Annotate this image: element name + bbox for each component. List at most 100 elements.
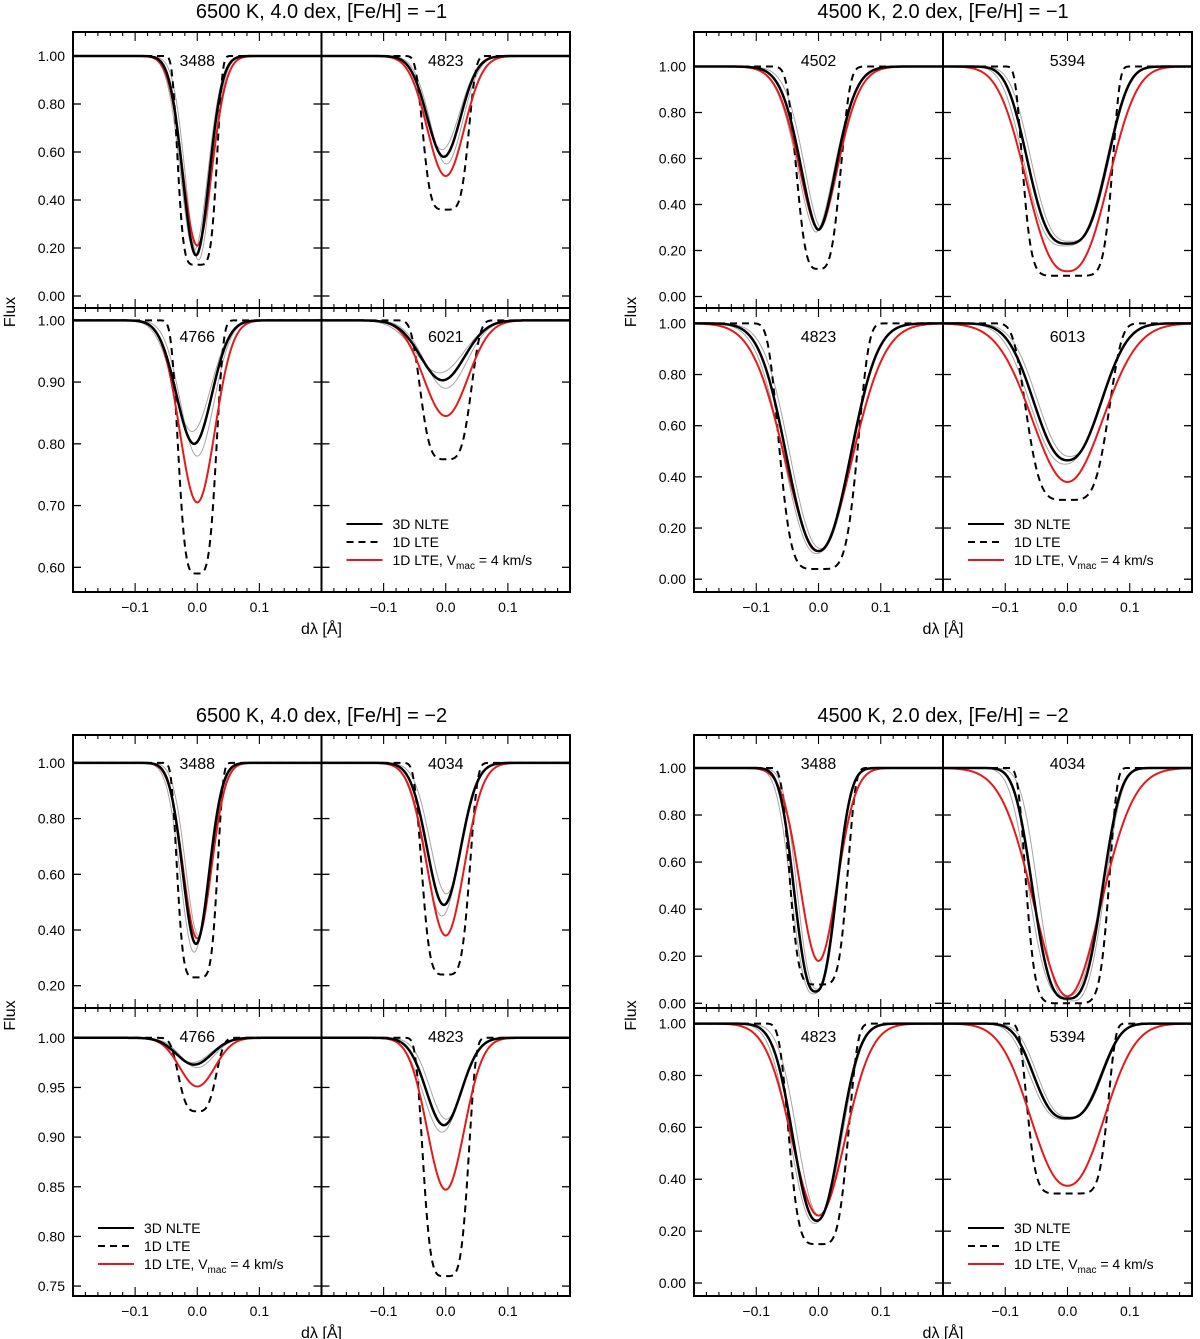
legend: 3D NLTE 1D LTE 1D LTE, Vmac = 4 km/s bbox=[346, 516, 532, 572]
y-tick-label: 0.20 bbox=[38, 978, 65, 994]
panel-curves bbox=[73, 1036, 322, 1113]
y-tick-label: 0.40 bbox=[38, 922, 65, 938]
y-axis-label: Flux bbox=[2, 297, 19, 327]
y-tick-label: 0.85 bbox=[38, 1179, 65, 1195]
x-tick-label: 0.0 bbox=[1058, 599, 1078, 615]
panel-frame bbox=[693, 734, 944, 1009]
panel-frame bbox=[72, 31, 323, 309]
line-wavelength-label: 3488 bbox=[801, 756, 837, 773]
y-tick-label: 0.95 bbox=[38, 1079, 65, 1095]
x-tick-label: −0.1 bbox=[121, 599, 149, 615]
nlte3d-curve bbox=[943, 322, 1192, 462]
y-tick-label: 0.20 bbox=[659, 520, 686, 536]
y-tick-label: 0.80 bbox=[659, 367, 686, 383]
grey-3d-curve-2 bbox=[694, 66, 943, 233]
panel-frame bbox=[942, 1007, 1193, 1297]
line-wavelength-label: 4823 bbox=[428, 1029, 464, 1046]
x-tick-label: 0.1 bbox=[1120, 1303, 1140, 1319]
lte1d-mac-curve bbox=[73, 761, 322, 940]
panel-curves bbox=[943, 766, 1192, 1005]
y-tick-label: 1.00 bbox=[659, 1016, 686, 1032]
legend-1d-lte-label: 1D LTE bbox=[144, 1238, 190, 1254]
y-tick-label: 0.40 bbox=[659, 469, 686, 485]
y-tick-label: 0.90 bbox=[38, 1129, 65, 1145]
x-tick-label: 0.1 bbox=[871, 1303, 891, 1319]
legend-3d-nlte-label: 3D NLTE bbox=[1014, 1220, 1071, 1236]
panel-4766: 4766 0.60 0.70 0.80 0.90 1.00 −0.1 0.0 0.1 bbox=[38, 307, 323, 615]
nlte3d-curve bbox=[943, 65, 1192, 245]
legend: 3D NLTE 1D LTE 1D LTE, Vmac = 4 km/s bbox=[968, 516, 1154, 572]
nlte3d-curve bbox=[943, 766, 1192, 1000]
panel-curves bbox=[321, 54, 570, 211]
nlte3d-curve bbox=[73, 1036, 322, 1066]
legend-1d-lte-label: 1D LTE bbox=[393, 534, 439, 550]
line-wavelength-label: 4034 bbox=[1050, 756, 1086, 773]
chart-title: 6500 K, 4.0 dex, [Fe/H] = −1 bbox=[196, 1, 447, 23]
nlte3d-curve bbox=[73, 54, 322, 257]
panel-frame bbox=[72, 1007, 323, 1297]
panel-frame bbox=[693, 307, 944, 593]
panel-frame bbox=[942, 31, 1193, 309]
lte1d-mac-curve bbox=[943, 65, 1192, 273]
panel-4823: 4823 bbox=[320, 31, 571, 309]
panel-4823: 4823 −0.1 0.0 0.1 bbox=[320, 1007, 571, 1319]
panel-frame bbox=[942, 307, 1193, 593]
panel-curves bbox=[694, 1022, 943, 1246]
y-tick-label: 0.20 bbox=[659, 243, 686, 259]
x-tick-label: 0.1 bbox=[498, 599, 518, 615]
panel-4034: 4034 bbox=[942, 734, 1193, 1009]
line-wavelength-label: 6021 bbox=[428, 329, 464, 346]
lte1d-curve bbox=[321, 55, 570, 211]
panel-frame bbox=[693, 31, 944, 309]
x-axis-label: dλ [Å] bbox=[923, 1323, 964, 1339]
panel-frame bbox=[320, 31, 571, 309]
grey-3d-curve-2 bbox=[943, 767, 1192, 997]
legend-vmac-subscript: mac bbox=[1078, 561, 1097, 572]
nlte3d-curve bbox=[321, 761, 570, 907]
y-tick-label: 0.00 bbox=[659, 1275, 686, 1291]
y-tick-label: 0.60 bbox=[38, 866, 65, 882]
x-tick-label: 0.1 bbox=[250, 1303, 270, 1319]
lte1d-mac-curve bbox=[694, 1022, 943, 1217]
panel-4823: 4823 0.00 0.20 0.40 0.60 0.80 1.00 −0.1 0.0 0.1 bbox=[659, 307, 944, 615]
panel-curves bbox=[694, 322, 943, 570]
nlte3d-curve bbox=[694, 766, 943, 993]
y-tick-label: 0.60 bbox=[659, 854, 686, 870]
nlte3d-curve bbox=[694, 322, 943, 553]
lte1d-curve bbox=[321, 761, 570, 976]
y-tick-label: 1.00 bbox=[38, 755, 65, 771]
x-tick-label: 0.0 bbox=[436, 599, 456, 615]
lte1d-mac-curve bbox=[943, 322, 1192, 483]
nlte3d-curve bbox=[73, 761, 322, 946]
y-tick-label: 0.80 bbox=[38, 811, 65, 827]
y-tick-label: 0.80 bbox=[38, 96, 65, 112]
legend-1d-lte-label: 1D LTE bbox=[1014, 534, 1060, 550]
chart-title: 6500 K, 4.0 dex, [Fe/H] = −2 bbox=[196, 705, 447, 727]
panel-curves bbox=[73, 319, 322, 575]
y-tick-label: 0.60 bbox=[659, 1119, 686, 1135]
y-tick-label: 1.00 bbox=[659, 760, 686, 776]
nlte3d-curve bbox=[321, 54, 570, 159]
lte1d-mac-curve bbox=[694, 322, 943, 553]
panel-frame bbox=[693, 1007, 944, 1297]
nlte3d-curve bbox=[943, 1022, 1192, 1120]
legend-1d-lte-vmac-label: 1D LTE, Vmac = 4 km/s bbox=[144, 1256, 284, 1276]
x-tick-label: −0.1 bbox=[742, 1303, 770, 1319]
legend-1d-lte-vmac-label: 1D LTE, Vmac = 4 km/s bbox=[1014, 552, 1154, 572]
legend-vmac-value: = 4 km/s bbox=[1096, 1256, 1153, 1272]
y-tick-label: 0.60 bbox=[659, 151, 686, 167]
lte1d-mac-curve bbox=[943, 767, 1192, 998]
x-tick-label: 0.1 bbox=[1120, 599, 1140, 615]
legend-vmac-text: 1D LTE, V bbox=[1014, 552, 1078, 568]
legend-1d-lte-label: 1D LTE bbox=[1014, 1238, 1060, 1254]
lte1d-mac-curve bbox=[321, 761, 570, 937]
chart-block-4: 4500 K, 2.0 dex, [Fe/H] = −2 Flux dλ [Å] 34… bbox=[623, 705, 1193, 1339]
grey-3d-curve-2 bbox=[73, 55, 322, 261]
grey-3d-curve-2 bbox=[321, 762, 570, 895]
legend-vmac-text: 1D LTE, V bbox=[1014, 1256, 1078, 1272]
panel-4034: 4034 bbox=[320, 734, 571, 1009]
y-tick-label: 0.20 bbox=[659, 1223, 686, 1239]
y-tick-label: 0.20 bbox=[38, 240, 65, 256]
chart-block-3: 6500 K, 4.0 dex, [Fe/H] = −2 Flux dλ [Å] 34… bbox=[2, 705, 571, 1339]
y-tick-label: 0.70 bbox=[38, 498, 65, 514]
